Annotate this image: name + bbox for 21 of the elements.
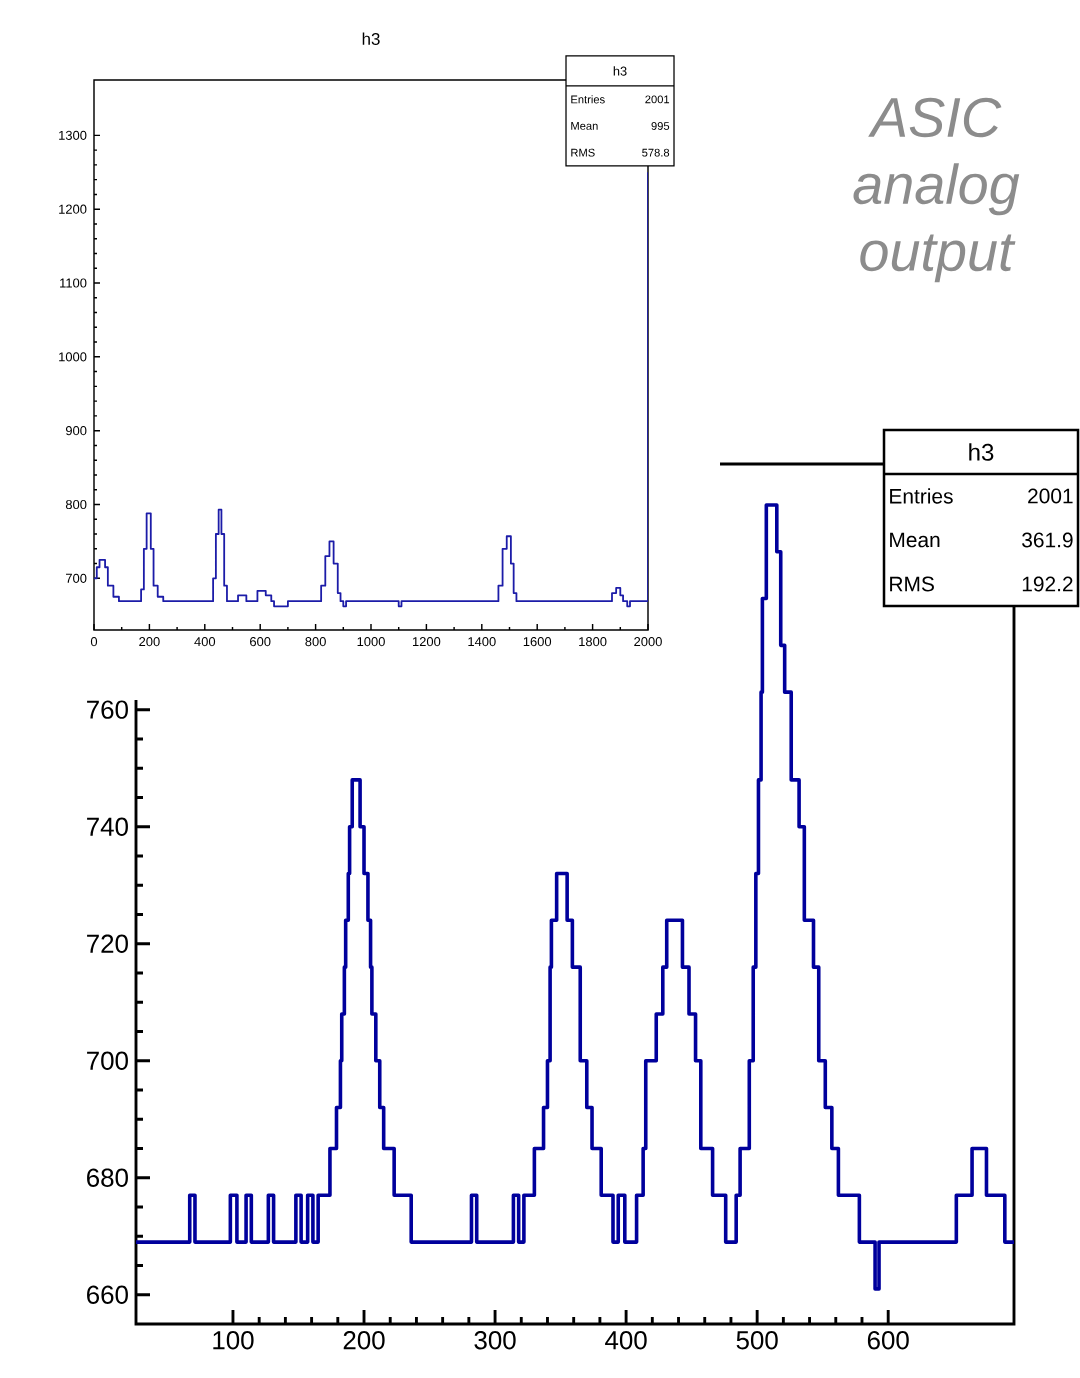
text: 192.2 <box>1022 576 1073 592</box>
y-tick-label: 680 <box>87 1168 128 1187</box>
annotation: Mean <box>890 532 940 548</box>
x-tick-label: 200 <box>343 1331 385 1350</box>
chart-title: h3 <box>362 32 380 45</box>
annotation: RMS <box>890 576 934 592</box>
y-tick-label: 720 <box>87 934 128 953</box>
x-tick-label: 500 <box>736 1331 778 1350</box>
y-tick-label: 760 <box>87 700 128 719</box>
x-tick-label: 400 <box>605 1331 647 1350</box>
text: h3 <box>969 443 994 461</box>
x-tick-label: 600 <box>867 1331 909 1350</box>
y-tick-label: 660 <box>87 1285 128 1304</box>
x-tick-label: 100 <box>213 1331 254 1350</box>
annotation: Entries <box>890 488 953 504</box>
text: 2001 <box>1028 488 1073 504</box>
text: ASIC analog output <box>853 97 1020 283</box>
y-tick-label: 700 <box>87 1051 128 1070</box>
text: 361.9 <box>1022 532 1073 548</box>
y-tick-label: 740 <box>87 817 128 836</box>
x-tick-label: 300 <box>474 1331 516 1350</box>
